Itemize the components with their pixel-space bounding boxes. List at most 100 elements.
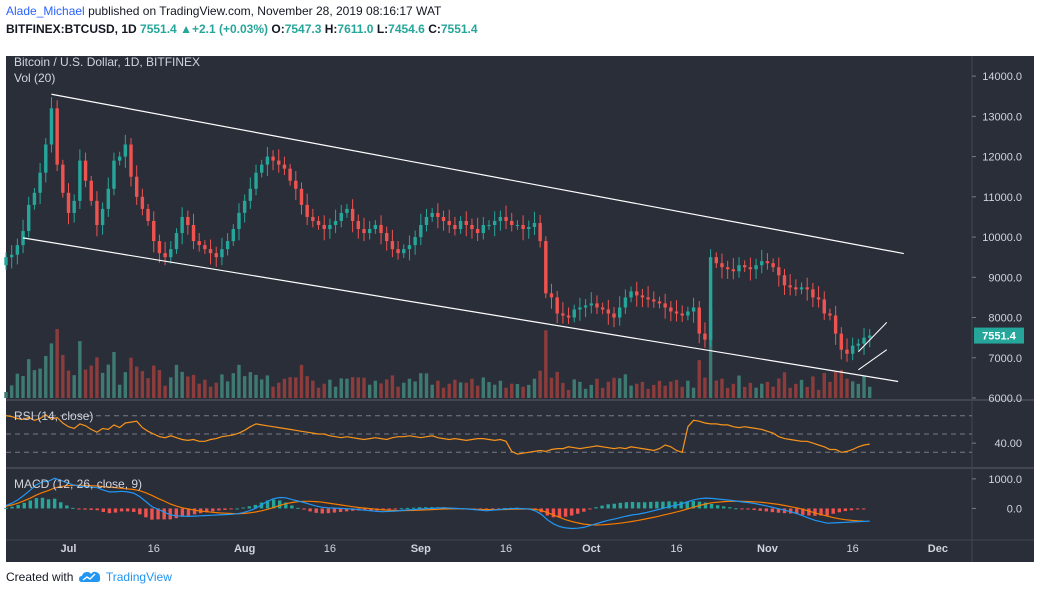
- volume-bar: [799, 379, 804, 398]
- volume-bar: [600, 387, 605, 398]
- candle-body: [805, 287, 809, 290]
- macd-histogram-bar: [192, 508, 197, 515]
- candle-body: [737, 265, 741, 272]
- macd-histogram-bar: [551, 508, 556, 518]
- candle-body: [657, 301, 662, 304]
- volume-bar: [305, 376, 309, 398]
- candle-body: [242, 200, 247, 213]
- candle-body: [379, 224, 383, 234]
- macd-histogram-bar: [265, 500, 270, 509]
- volume-bar: [538, 370, 542, 398]
- candle-body: [260, 164, 264, 173]
- macd-histogram-bar: [34, 498, 39, 509]
- volume-bar: [527, 384, 531, 398]
- volume-bar: [271, 386, 275, 398]
- time-tick-label: Nov: [757, 543, 779, 555]
- volume-bar: [725, 387, 730, 398]
- volume-bar: [833, 371, 838, 398]
- macd-histogram-bar: [247, 506, 252, 509]
- volume-bar: [663, 385, 667, 398]
- macd-histogram-bar: [393, 508, 397, 510]
- volume-bar: [447, 383, 451, 398]
- macd-histogram-bar: [205, 508, 209, 513]
- volume-bar: [299, 364, 304, 398]
- candle-body: [356, 220, 361, 230]
- price-tick-label: 7000.0: [988, 353, 1022, 365]
- macd-signal-line: [5, 484, 864, 526]
- macd-histogram-bar: [89, 508, 93, 510]
- candle-body: [100, 208, 105, 225]
- macd-histogram-bar: [649, 501, 653, 509]
- macd-histogram-bar: [271, 499, 276, 509]
- candle-body: [44, 144, 48, 173]
- volume-bar: [686, 380, 690, 398]
- macd-histogram-bar: [849, 508, 854, 511]
- macd-histogram-bar: [709, 504, 714, 509]
- volume-bar: [78, 341, 82, 398]
- macd-histogram-bar: [801, 508, 805, 515]
- time-tick-label: Sep: [411, 543, 431, 555]
- volume-bar: [32, 370, 37, 398]
- volume-bar: [498, 380, 503, 398]
- candle-body: [441, 216, 446, 221]
- macd-histogram-bar: [52, 498, 57, 509]
- macd-histogram-bar: [320, 508, 324, 514]
- ohlc-low: 7454.6: [388, 22, 425, 36]
- ohlc-high-label: H:: [324, 22, 338, 36]
- candle-body: [703, 333, 707, 340]
- volume-bar: [407, 378, 412, 398]
- time-tick-label: 16: [148, 543, 160, 555]
- channel-lower-line: [22, 237, 899, 383]
- macd-histogram-bar: [746, 508, 750, 510]
- volume-bar: [100, 372, 105, 398]
- candle-body: [583, 305, 588, 308]
- volume-bar: [225, 381, 230, 398]
- volume-bar: [15, 373, 20, 398]
- author-link[interactable]: Alade_Michael: [6, 4, 85, 18]
- candle-body: [481, 224, 486, 234]
- candle-body: [407, 245, 412, 250]
- candle-body: [754, 265, 758, 270]
- macd-histogram-bar: [174, 508, 179, 519]
- macd-histogram-bar: [314, 508, 318, 513]
- macd-histogram-bar: [10, 506, 14, 509]
- footer: Created with TradingView: [6, 570, 172, 584]
- candle-body: [61, 164, 65, 193]
- macd-histogram-bar: [618, 502, 623, 509]
- candle-body: [521, 224, 525, 230]
- candle-body: [123, 144, 128, 157]
- candle-body: [112, 160, 116, 189]
- macd-histogram-bar: [223, 508, 227, 510]
- macd-histogram-bar: [807, 508, 811, 516]
- candle-body: [612, 313, 616, 318]
- volume-bar: [595, 378, 599, 398]
- macd-histogram-bar: [764, 508, 769, 512]
- macd-histogram-bar: [795, 508, 799, 515]
- volume-bar: [828, 381, 832, 398]
- macd-histogram-bar: [843, 508, 848, 512]
- volume-bar: [839, 369, 844, 398]
- macd-histogram-bar: [290, 505, 294, 509]
- volume-bar: [356, 377, 361, 398]
- candle-body: [589, 303, 593, 306]
- macd-histogram-bar: [71, 507, 75, 509]
- candle-body: [640, 295, 645, 298]
- volume-bar: [152, 365, 156, 398]
- tradingview-link[interactable]: TradingView: [105, 570, 172, 584]
- candle-body: [413, 237, 417, 246]
- volume-bar: [782, 372, 787, 398]
- candle-body: [492, 220, 497, 225]
- candle-body: [794, 287, 798, 290]
- candle-body: [322, 224, 326, 230]
- candle-body: [572, 309, 576, 318]
- candle-body: [822, 299, 826, 314]
- candle-body: [271, 156, 275, 161]
- volume-bar: [754, 387, 758, 398]
- macd-histogram-bar: [661, 501, 665, 509]
- candle-body: [237, 212, 241, 230]
- candle-body: [532, 222, 537, 227]
- candle-body: [265, 156, 270, 165]
- time-tick-label: Oct: [582, 543, 601, 555]
- macd-histogram-bar: [399, 508, 404, 510]
